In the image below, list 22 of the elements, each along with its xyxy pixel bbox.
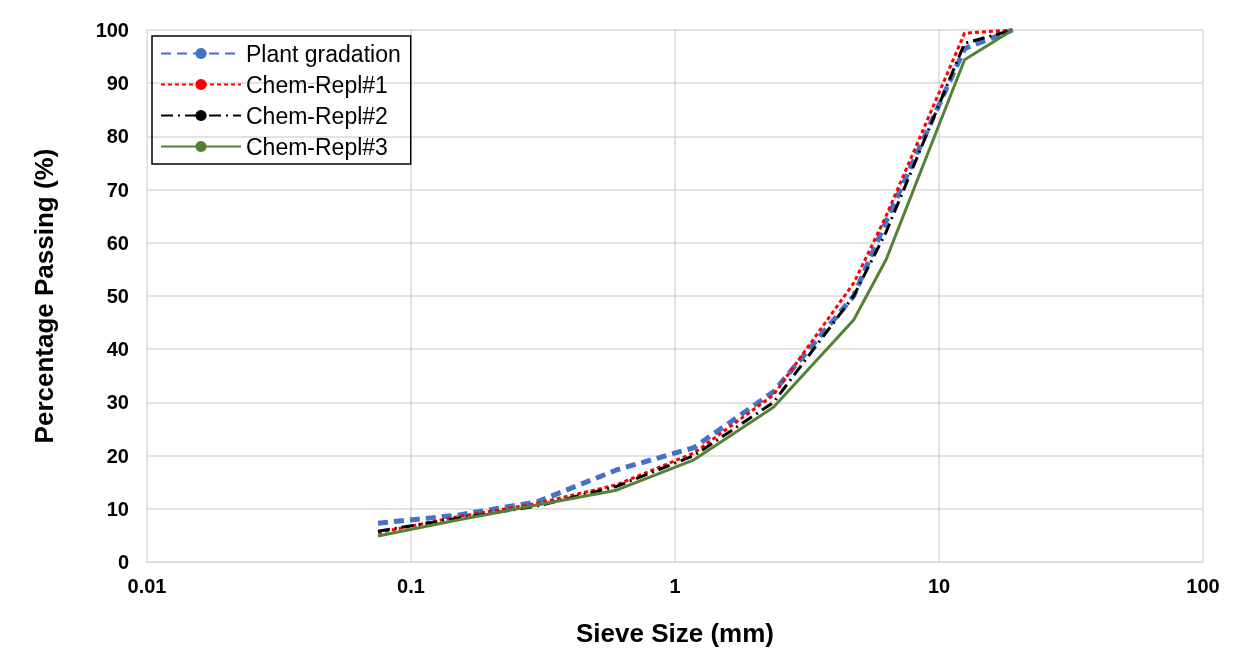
legend-label: Chem-Repl#2 [246, 102, 388, 129]
y-tick-label: 80 [106, 125, 129, 148]
x-axis-title: Sieve Size (mm) [576, 618, 774, 648]
y-tick-label: 0 [117, 551, 129, 573]
x-tick-label: 1 [669, 575, 681, 597]
x-tick-label: 0.1 [397, 575, 425, 597]
legend-label: Chem-Repl#3 [246, 133, 388, 160]
x-tick-label: 10 [927, 575, 951, 597]
x-tick-label: 0.01 [127, 575, 167, 597]
y-axis-title: Percentage Passing (%) [29, 148, 59, 444]
y-tick-label: 20 [106, 444, 129, 467]
legend-label: Plant gradation [246, 40, 401, 67]
y-tick-label: 100 [95, 19, 129, 41]
y-tick-label: 70 [106, 178, 129, 201]
y-tick-label: 10 [106, 497, 129, 520]
y-tick-label: 30 [106, 391, 129, 414]
y-tick-label: 40 [106, 338, 129, 361]
y-tick-label: 90 [106, 72, 129, 95]
y-tick-label: 60 [106, 231, 129, 254]
legend-label: Chem-Repl#1 [246, 71, 388, 98]
y-tick-label: 50 [106, 285, 129, 307]
x-tick-label: 100 [1186, 575, 1220, 597]
